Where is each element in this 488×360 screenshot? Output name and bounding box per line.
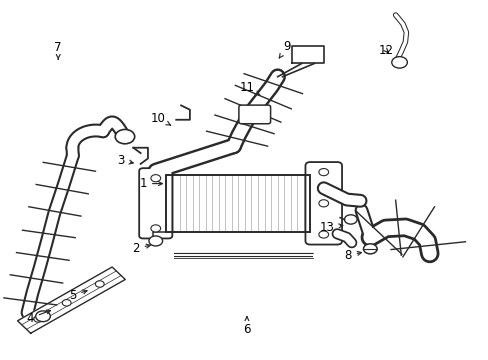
Circle shape [151, 225, 160, 232]
Circle shape [363, 244, 376, 254]
Text: 13: 13 [319, 221, 342, 234]
Circle shape [36, 311, 50, 321]
Polygon shape [18, 267, 125, 333]
Circle shape [318, 168, 328, 176]
Bar [166, 175, 310, 232]
Circle shape [149, 236, 162, 246]
Text: 12: 12 [378, 44, 393, 57]
Circle shape [344, 215, 356, 224]
Text: 5: 5 [69, 289, 87, 302]
Text: 4: 4 [26, 310, 50, 325]
Text: 6: 6 [243, 317, 250, 336]
Text: 11: 11 [239, 81, 259, 95]
Text: 1: 1 [139, 177, 162, 190]
FancyBboxPatch shape [139, 168, 172, 238]
Circle shape [95, 281, 104, 287]
Text: 9: 9 [279, 40, 290, 58]
Circle shape [318, 231, 328, 238]
Text: 2: 2 [132, 242, 150, 255]
Polygon shape [310, 166, 336, 241]
Circle shape [151, 175, 160, 182]
Text: 10: 10 [150, 112, 170, 125]
Polygon shape [292, 45, 324, 63]
Circle shape [391, 57, 407, 68]
FancyBboxPatch shape [305, 162, 341, 244]
Circle shape [318, 200, 328, 207]
Circle shape [34, 316, 42, 322]
Polygon shape [166, 175, 310, 232]
Polygon shape [143, 171, 168, 235]
FancyBboxPatch shape [239, 105, 270, 124]
Text: 8: 8 [344, 249, 361, 262]
Text: 3: 3 [118, 154, 133, 167]
Circle shape [62, 300, 71, 306]
Text: 7: 7 [54, 41, 62, 59]
Circle shape [115, 130, 134, 144]
